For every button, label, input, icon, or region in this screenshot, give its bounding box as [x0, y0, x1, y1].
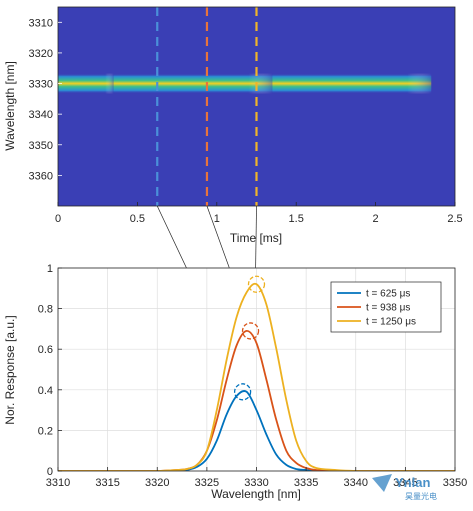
- y-tick-label: 3320: [29, 48, 53, 60]
- x-tick-label: 3330: [244, 477, 268, 489]
- x-tick-label: 2: [373, 213, 379, 225]
- y-tick-label: 3360: [29, 170, 53, 182]
- series-line: [58, 330, 455, 471]
- band-segment-fade: [58, 73, 114, 94]
- band-segment-fade: [113, 73, 273, 94]
- legend-label: t = 1250 μs: [366, 317, 416, 328]
- heatmap-x-ticks: 0 0.5 1 1.5 2 2.5: [55, 202, 463, 225]
- y-tick-label: 3310: [29, 17, 53, 29]
- legend-label: t = 938 μs: [366, 303, 410, 314]
- x-tick-label: 2.5: [447, 213, 462, 225]
- line-x-ticks: 3310 3315 3320 3325 3330 3335 3340 3345 3350: [46, 467, 467, 489]
- y-tick-label: 1: [47, 263, 53, 275]
- watermark-text: Ynlan: [395, 475, 430, 490]
- heatmap-band: [58, 73, 432, 94]
- y-tick-label: 0.4: [38, 385, 53, 397]
- x-tick-label: 3310: [46, 477, 70, 489]
- line-y-ticks: 0 0.2 0.4 0.6 0.8 1: [38, 263, 62, 478]
- x-tick-label: 0.5: [130, 213, 145, 225]
- y-tick-label: 0.8: [38, 304, 53, 316]
- line-series: [58, 282, 455, 471]
- x-tick-label: 1.5: [289, 213, 304, 225]
- series-line: [58, 390, 455, 471]
- x-tick-label: 3340: [344, 477, 368, 489]
- heatmap-ylabel: Wavelength [nm]: [3, 61, 17, 151]
- series-line: [58, 282, 455, 471]
- x-tick-label: 3345: [393, 477, 417, 489]
- peak-circle: [233, 383, 252, 401]
- y-tick-label: 3330: [29, 79, 53, 91]
- legend-label: t = 625 μs: [366, 289, 410, 300]
- x-tick-label: 3325: [195, 477, 219, 489]
- peak-circle: [247, 275, 266, 293]
- y-tick-label: 0.6: [38, 344, 53, 356]
- watermark-subtext: 昊量光电: [405, 491, 437, 501]
- time-markers: [156, 7, 258, 206]
- x-tick-label: 1: [214, 213, 220, 225]
- peak-circle: [241, 322, 260, 340]
- x-tick-label: 0: [55, 213, 61, 225]
- line-xlabel: Wavelength [nm]: [211, 487, 301, 501]
- line-ylabel: Nor. Response [a.u.]: [3, 315, 17, 424]
- y-tick-label: 3340: [29, 109, 53, 121]
- x-tick-label: 3320: [145, 477, 169, 489]
- logo-icon: [372, 474, 392, 492]
- x-tick-label: 3315: [95, 477, 119, 489]
- line-plot: 3310 3315 3320 3325 3330 3335 3340 3345 3350 0 0.…: [3, 263, 467, 501]
- x-tick-label: 3335: [294, 477, 318, 489]
- x-tick-label: 3350: [443, 477, 467, 489]
- y-tick-label: 0: [47, 466, 53, 478]
- band-segment-fade: [272, 73, 432, 94]
- y-tick-label: 3350: [29, 140, 53, 152]
- y-tick-label: 0.2: [38, 425, 53, 437]
- watermark-logo: Ynlan 昊量光电: [372, 474, 437, 501]
- legend: t = 625 μs t = 938 μs t = 1250 μs: [330, 281, 442, 333]
- peak-circles: [233, 275, 266, 401]
- connector-line: [255, 205, 257, 278]
- heatmap-y-ticks: 3310 3320 3330 3340 3350 3360: [29, 17, 62, 182]
